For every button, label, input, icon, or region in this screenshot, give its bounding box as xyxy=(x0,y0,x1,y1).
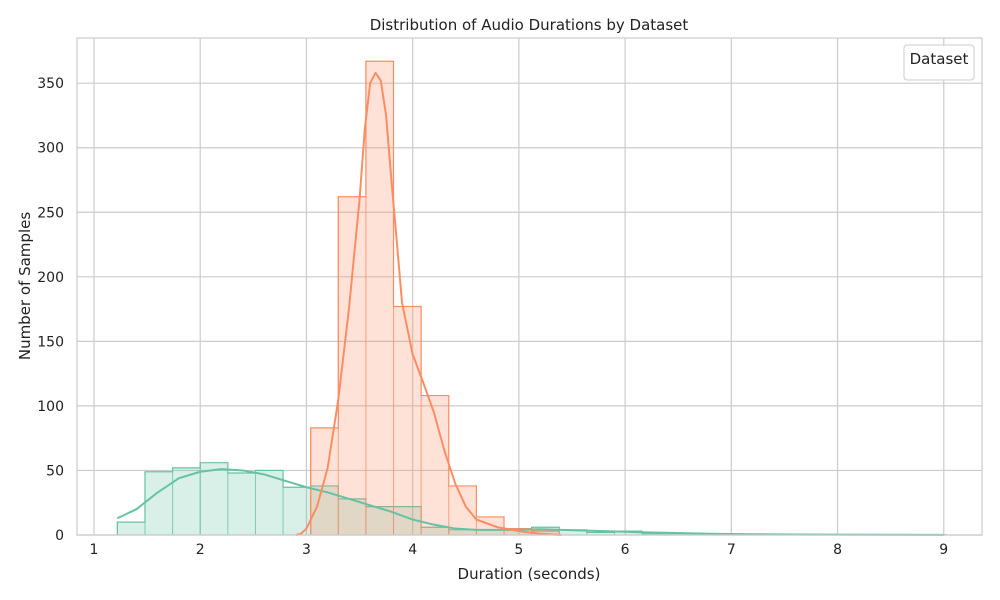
y-tick-label: 350 xyxy=(37,76,64,92)
histogram-bar xyxy=(448,529,477,535)
y-tick-label: 100 xyxy=(37,399,64,415)
y-tick-label: 200 xyxy=(37,270,64,286)
histogram-bar xyxy=(448,485,477,535)
series-1-bars xyxy=(116,462,947,536)
y-tick-label: 300 xyxy=(37,141,64,157)
histogram-bar xyxy=(476,529,505,535)
x-tick-label: 7 xyxy=(727,542,736,558)
y-tick-label: 150 xyxy=(37,334,64,350)
legend-box xyxy=(903,44,975,81)
histogram-bar xyxy=(642,533,670,535)
histogram-bar xyxy=(117,522,145,535)
histogram-bar xyxy=(365,61,394,536)
x-axis-label: Duration (seconds) xyxy=(458,565,601,583)
histogram-bar xyxy=(586,532,615,535)
histogram-bar xyxy=(476,516,505,535)
series-2-step-outline xyxy=(310,60,560,535)
x-tick-label: 1 xyxy=(90,542,99,558)
histogram-bar xyxy=(227,473,256,535)
histogram-bar xyxy=(669,533,698,535)
legend-title: Dataset xyxy=(910,50,969,68)
x-axis-ticks: 1 2 3 4 5 6 7 8 9 xyxy=(90,542,949,558)
chart-title: Distribution of Audio Durations by Datas… xyxy=(370,16,689,34)
histogram-bar xyxy=(144,471,173,535)
histogram-bar xyxy=(255,470,284,535)
y-tick-label: 50 xyxy=(46,463,64,479)
legend: Dataset xyxy=(903,44,975,81)
y-axis-label: Number of Samples xyxy=(16,212,34,360)
x-tick-label: 4 xyxy=(408,542,417,558)
histogram-bar xyxy=(559,529,587,535)
series-2-bars xyxy=(310,60,560,536)
x-tick-label: 6 xyxy=(621,542,630,558)
x-tick-label: 5 xyxy=(514,542,523,558)
y-tick-label: 250 xyxy=(37,205,64,221)
kde-curves xyxy=(116,71,944,536)
series-1-kde-line xyxy=(116,468,944,536)
histogram-bar xyxy=(172,467,201,535)
histogram-bar xyxy=(200,462,228,535)
plot-frame xyxy=(76,37,983,536)
histogram-bar xyxy=(421,527,449,535)
series-2-kde-line xyxy=(295,71,562,536)
histogram-bars xyxy=(116,60,947,536)
y-axis-ticks: 0 50 100 150 200 250 300 350 xyxy=(37,76,64,544)
x-tick-label: 8 xyxy=(833,542,842,558)
x-tick-label: 9 xyxy=(939,542,948,558)
histogram-bar xyxy=(614,531,643,535)
y-tick-label: 0 xyxy=(55,528,64,544)
grid xyxy=(77,38,982,536)
x-tick-label: 3 xyxy=(302,542,311,558)
x-tick-label: 2 xyxy=(196,542,205,558)
histogram-bar xyxy=(393,306,422,535)
histogram-bar xyxy=(338,498,366,535)
